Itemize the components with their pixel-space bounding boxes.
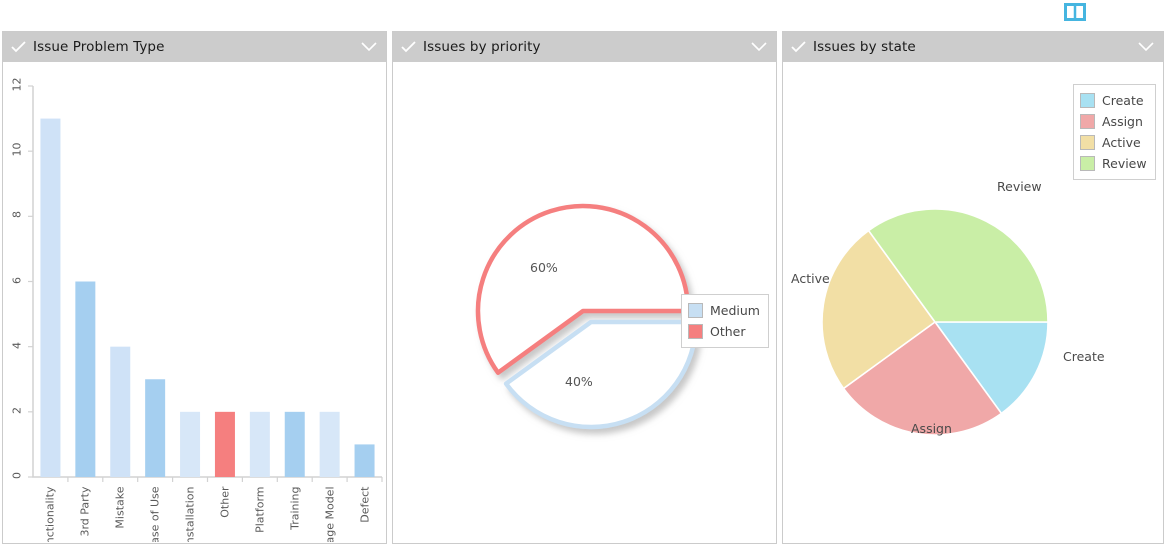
legend-label: Active <box>1102 135 1141 150</box>
state-pie-canvas <box>821 208 1049 436</box>
legend-item[interactable]: Other <box>688 321 760 342</box>
x-axis-category-label: Installation <box>183 486 197 543</box>
state-legend: Create Assign Active Review <box>1073 84 1156 180</box>
panel-body: 60% 40% Medium Other <box>393 62 776 542</box>
split-panel-icon[interactable] <box>1064 3 1086 21</box>
pie-slice-label: Active <box>791 271 830 286</box>
panel-title: Issue Problem Type <box>33 39 165 55</box>
panel-issues-by-priority: Issues by priority 60% 40% Medium Other <box>392 31 777 544</box>
panel-body: 0 2 4 6 8 10 12 Functionality 3rd Party Mistake Ea… <box>3 62 386 542</box>
legend-item[interactable]: Create <box>1080 90 1147 111</box>
bar-chart: 0 2 4 6 8 10 12 Functionality 3rd Party Mistake Ea… <box>3 62 386 542</box>
y-axis-tick-label: 4 <box>10 341 24 349</box>
y-axis-tick-label: 6 <box>10 276 24 284</box>
panel-title: Issues by state <box>813 39 916 55</box>
legend-swatch <box>1080 93 1095 108</box>
panel-issues-by-state: Issues by state Review Create Assign Active… <box>782 31 1164 544</box>
legend-label: Create <box>1102 93 1144 108</box>
pie-slice-medium[interactable] <box>503 319 699 430</box>
y-axis-tick-label: 10 <box>10 142 24 157</box>
priority-legend: Medium Other <box>681 294 769 348</box>
checkmark-icon <box>3 32 33 63</box>
y-axis-tick-label: 2 <box>10 406 24 414</box>
pie-data-label: 40% <box>565 374 593 389</box>
x-axis-category-label: Usage Model <box>323 486 337 543</box>
state-pie-chart: Review Create Assign Active <box>783 62 1163 542</box>
bar[interactable] <box>354 444 375 477</box>
x-axis-category-label: Ease of Use <box>148 486 162 543</box>
panel-header[interactable]: Issues by state <box>782 31 1164 62</box>
legend-swatch <box>688 303 703 318</box>
y-axis-tick-label: 12 <box>10 77 24 92</box>
checkmark-icon <box>783 32 813 63</box>
chevron-down-icon[interactable] <box>1138 41 1154 53</box>
legend-swatch <box>688 324 703 339</box>
chevron-down-icon[interactable] <box>751 41 767 53</box>
legend-swatch <box>1080 135 1095 150</box>
bar[interactable] <box>284 411 305 477</box>
pie-slice-assign[interactable] <box>842 320 1003 436</box>
bar[interactable] <box>180 411 201 477</box>
bar-chart-canvas <box>28 85 383 482</box>
legend-item[interactable]: Assign <box>1080 111 1147 132</box>
panel-issue-problem-type: Issue Problem Type 0 2 4 6 8 10 12 Functionalit… <box>2 31 387 544</box>
legend-label: Other <box>710 324 746 339</box>
x-axis-category-label: Functionality <box>43 486 57 543</box>
pie-slice-active[interactable] <box>821 229 937 390</box>
bar[interactable] <box>110 346 131 477</box>
legend-label: Assign <box>1102 114 1143 129</box>
panel-header[interactable]: Issue Problem Type <box>2 31 387 62</box>
priority-pie-canvas <box>475 203 699 430</box>
legend-swatch <box>1080 114 1095 129</box>
legend-item[interactable]: Review <box>1080 153 1147 174</box>
y-axis-tick-label: 8 <box>10 211 24 219</box>
pie-data-label: 60% <box>530 260 558 275</box>
legend-item[interactable]: Medium <box>688 300 760 321</box>
bar[interactable] <box>214 411 235 477</box>
pie-slice-review[interactable] <box>867 208 1049 323</box>
checkmark-icon <box>393 32 423 63</box>
pie-slice-label: Create <box>1063 349 1105 364</box>
bar[interactable] <box>319 411 340 477</box>
bar[interactable] <box>249 411 270 477</box>
x-axis-category-label: Other <box>218 486 232 518</box>
top-toolbar <box>0 0 1166 28</box>
legend-label: Medium <box>710 303 760 318</box>
pie-slice-other[interactable] <box>475 203 691 375</box>
panel-body: Review Create Assign Active Create Assign Act… <box>783 62 1163 542</box>
x-axis-category-label: 3rd Party <box>78 486 92 537</box>
pie-slice-label: Review <box>997 179 1042 194</box>
legend-label: Review <box>1102 156 1147 171</box>
pie-slice-create[interactable] <box>933 321 1049 415</box>
bar[interactable] <box>40 118 61 478</box>
panel-title: Issues by priority <box>423 39 541 55</box>
y-axis-tick-label: 0 <box>10 472 24 479</box>
x-axis-category-label: Defect <box>358 486 372 523</box>
bar[interactable] <box>145 379 166 477</box>
panel-header[interactable]: Issues by priority <box>392 31 777 62</box>
x-axis-category-label: Mistake <box>113 486 127 529</box>
bar[interactable] <box>75 281 96 478</box>
chevron-down-icon[interactable] <box>361 41 377 53</box>
legend-swatch <box>1080 156 1095 171</box>
x-axis-category-label: Training <box>288 486 302 530</box>
priority-pie-chart: 60% 40% <box>393 62 776 542</box>
pie-slice-label: Assign <box>911 421 952 436</box>
x-axis-category-label: Platform <box>253 486 267 533</box>
legend-item[interactable]: Active <box>1080 132 1147 153</box>
